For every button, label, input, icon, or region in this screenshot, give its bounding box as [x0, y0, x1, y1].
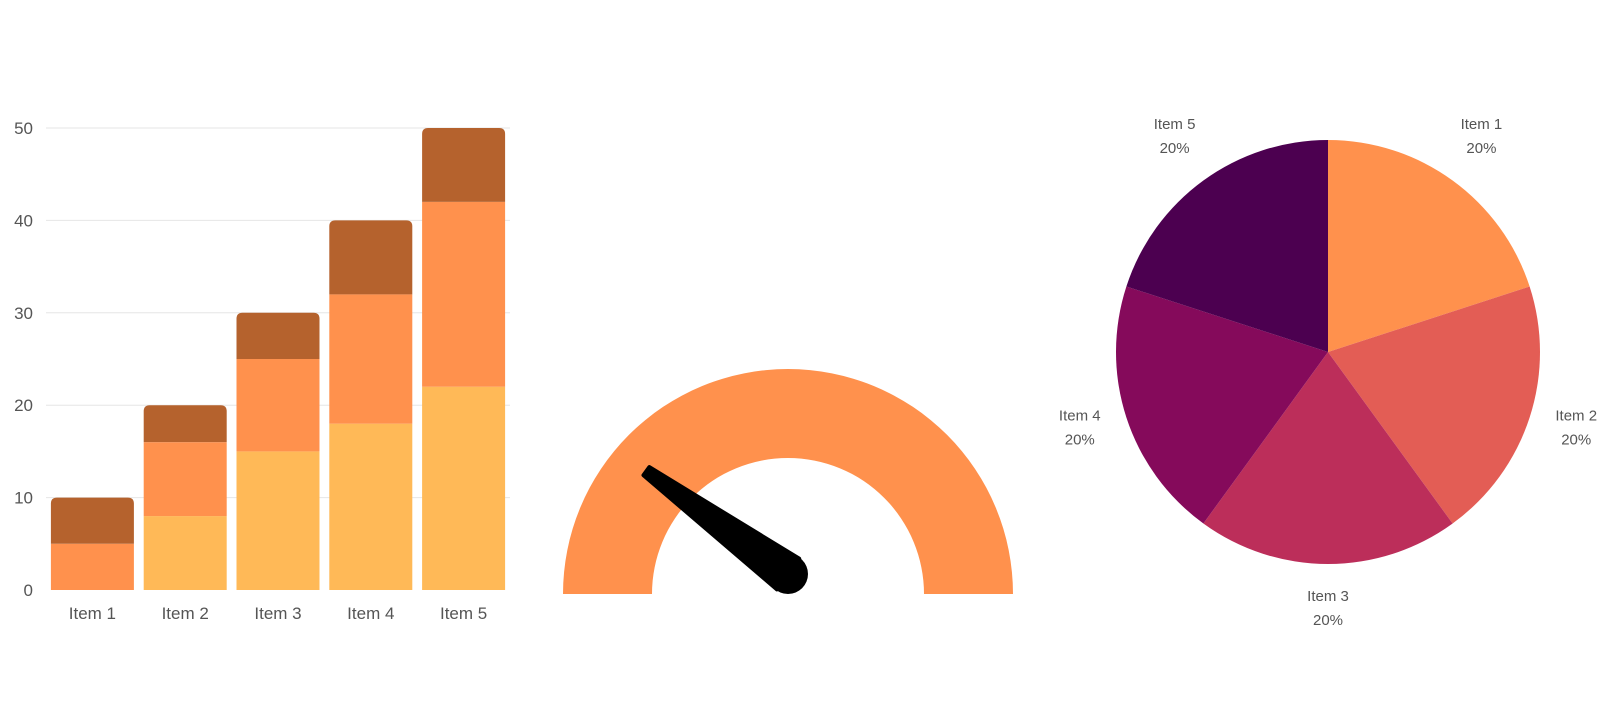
bar-segment — [422, 201, 506, 387]
bar-segment — [329, 294, 413, 424]
pie-slice — [1328, 140, 1530, 352]
pie-slice-percent: 20% — [1065, 432, 1095, 449]
bar-segment — [236, 312, 320, 359]
bar-segment — [143, 405, 227, 443]
gauge-needle-hub — [768, 554, 808, 594]
bar-segment — [422, 386, 506, 590]
bar-segment — [329, 423, 413, 590]
bar-series — [50, 128, 506, 590]
bar-x-axis: Item 1 Item 2 Item 3 Item 4 Item 5 — [69, 604, 487, 623]
pie-slice-label: Item 3 — [1307, 588, 1349, 605]
bar-segment — [50, 497, 134, 544]
pie-slice-label: Item 5 — [1154, 116, 1196, 133]
pie-slice-label: Item 4 — [1059, 408, 1101, 425]
bar-segment — [143, 516, 227, 590]
y-tick-label: 20 — [14, 396, 33, 415]
pie-slice-percent: 20% — [1160, 140, 1190, 157]
bar-segment — [422, 128, 506, 202]
bar-segment — [236, 451, 320, 590]
pie-slice-percent: 20% — [1561, 432, 1591, 449]
x-tick-label: Item 3 — [254, 604, 301, 623]
y-tick-label: 40 — [14, 211, 33, 230]
pie-chart: Item 1 20% Item 2 20% Item 3 20% Item 4 20% Item… — [1059, 116, 1597, 629]
bar-segment — [50, 543, 134, 590]
x-tick-label: Item 1 — [69, 604, 116, 623]
pie-slice — [1115, 286, 1328, 524]
x-tick-label: Item 2 — [162, 604, 209, 623]
gauge-arc — [563, 369, 1013, 594]
bar-segment — [329, 220, 413, 295]
x-tick-label: Item 4 — [347, 604, 394, 623]
bar-segment — [236, 359, 320, 452]
bar-segment — [143, 442, 227, 517]
y-tick-label: 50 — [14, 119, 33, 138]
pie-slice-label: Item 1 — [1461, 116, 1503, 133]
y-tick-label: 10 — [14, 489, 33, 508]
gauge-chart — [563, 369, 1013, 594]
pie-slice — [1328, 286, 1540, 524]
bar-y-axis: 0 10 20 30 40 50 — [14, 119, 33, 600]
pie-slice-percent: 20% — [1313, 612, 1343, 629]
pie-slice-label: Item 2 — [1555, 408, 1597, 425]
pie-slice-percent: 20% — [1466, 140, 1496, 157]
pie-slice — [1203, 352, 1453, 565]
x-tick-label: Item 5 — [440, 604, 487, 623]
y-tick-label: 0 — [24, 581, 33, 600]
pie-slice — [1126, 140, 1328, 352]
y-tick-label: 30 — [14, 304, 33, 323]
